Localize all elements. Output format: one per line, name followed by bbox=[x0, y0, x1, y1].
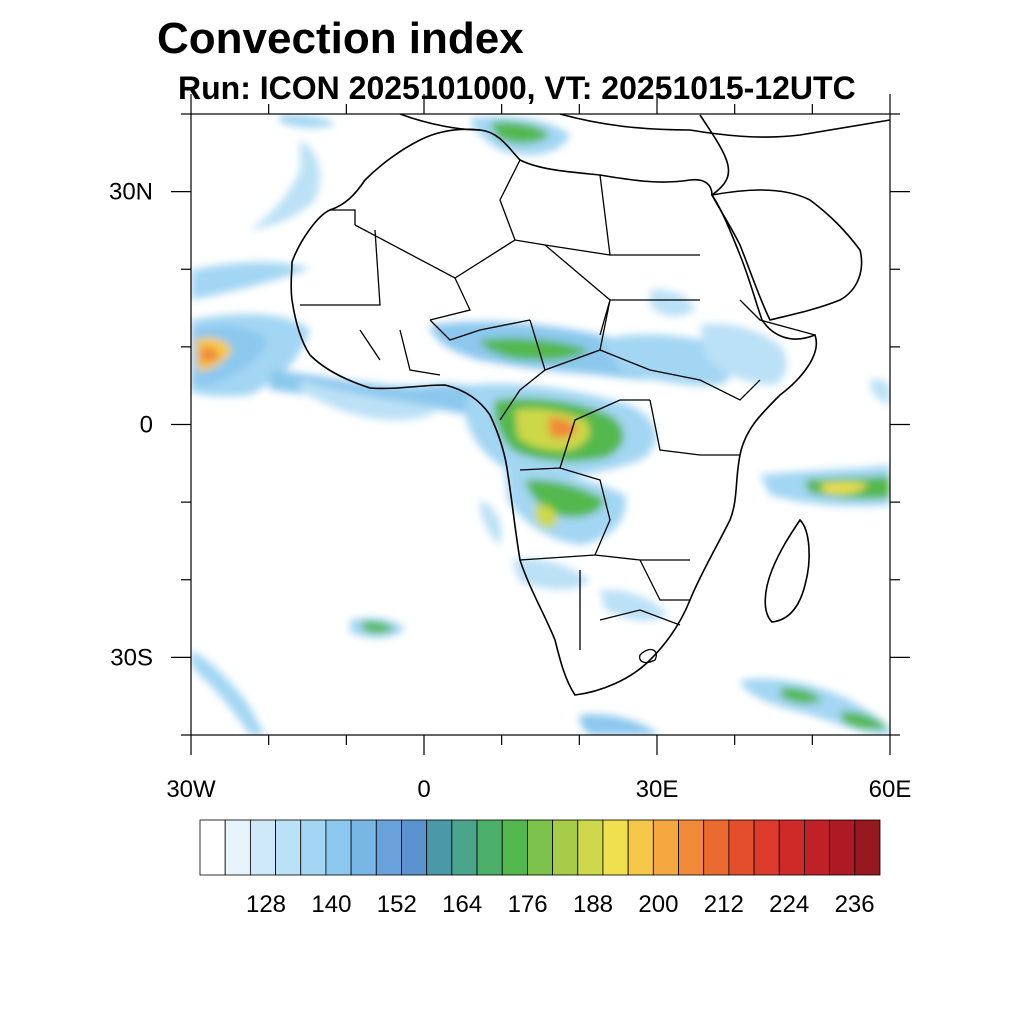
country-borders bbox=[300, 159, 816, 664]
colorbar-swatch bbox=[350, 819, 377, 876]
colorbar-swatch bbox=[300, 819, 327, 876]
colorbar-label: 200 bbox=[638, 891, 678, 918]
lat-tick-label: 30S bbox=[110, 644, 153, 671]
colorbar-swatch bbox=[703, 819, 730, 876]
colorbar-swatch bbox=[325, 819, 352, 876]
colorbar-swatch bbox=[778, 819, 805, 876]
colorbar-swatch bbox=[652, 819, 679, 876]
colorbar-label: 128 bbox=[246, 891, 286, 918]
colorbar-swatch bbox=[854, 819, 881, 876]
colorbar-swatch bbox=[451, 819, 478, 876]
colorbar-swatch bbox=[728, 819, 755, 876]
colorbar-swatch bbox=[627, 819, 654, 876]
lon-tick-label: 0 bbox=[417, 776, 430, 803]
colorbar-swatch bbox=[552, 819, 579, 876]
plot-subtitle: Run: ICON 2025101000, VT: 20251015-12UTC bbox=[178, 70, 856, 106]
colorbar-swatch bbox=[275, 819, 302, 876]
colorbar-swatch bbox=[224, 819, 251, 876]
colorbar-swatch bbox=[577, 819, 604, 876]
colorbar-swatch bbox=[401, 819, 428, 876]
colorbar-swatch bbox=[678, 819, 705, 876]
colorbar-swatch bbox=[527, 819, 553, 876]
colorbar-label: 164 bbox=[442, 891, 482, 918]
colorbar-swatch bbox=[602, 819, 629, 876]
convection-field bbox=[191, 114, 890, 735]
colorbar-swatch bbox=[753, 819, 780, 876]
lon-tick-label: 30E bbox=[636, 776, 679, 803]
lon-tick-label: 30W bbox=[166, 776, 216, 803]
lat-tick-label: 30N bbox=[109, 179, 153, 206]
lat-tick-label: 0 bbox=[140, 412, 153, 439]
colorbar: 128 140 152 164 176 188 200 212 224 236 bbox=[199, 819, 881, 918]
colorbar-label: 236 bbox=[835, 891, 875, 918]
colorbar-swatch bbox=[375, 819, 402, 876]
colorbar-swatch bbox=[199, 819, 226, 876]
colorbar-swatch bbox=[249, 819, 276, 876]
colorbar-swatch bbox=[829, 819, 856, 876]
colorbar-swatch bbox=[426, 819, 453, 876]
colorbar-swatch bbox=[501, 819, 528, 876]
colorbar-swatch bbox=[804, 819, 831, 876]
colorbar-swatch bbox=[476, 819, 503, 876]
lon-tick-label: 60E bbox=[869, 776, 912, 803]
colorbar-label: 212 bbox=[704, 891, 744, 918]
colorbar-label: 152 bbox=[377, 891, 417, 918]
colorbar-label: 176 bbox=[508, 891, 548, 918]
axis-ticks: 30W 0 30E 60E 30N 0 30S bbox=[109, 94, 911, 803]
colorbar-label: 188 bbox=[573, 891, 613, 918]
colorbar-label: 140 bbox=[311, 891, 351, 918]
plot-title: Convection index bbox=[157, 14, 524, 63]
colorbar-label: 224 bbox=[769, 891, 809, 918]
